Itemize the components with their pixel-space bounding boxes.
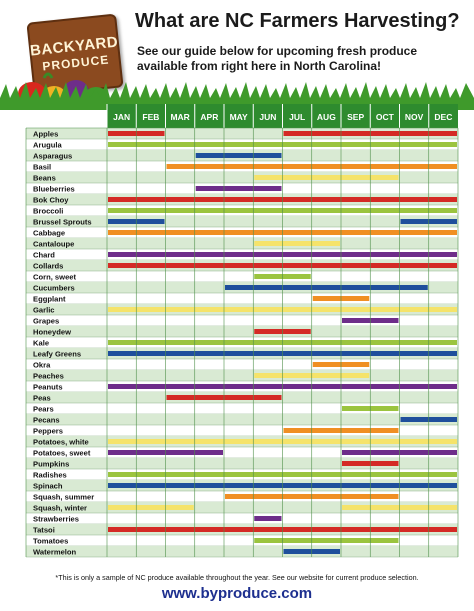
page-title: What are NC Farmers Harvesting? — [135, 10, 460, 32]
produce-label: Chard — [33, 251, 55, 260]
footnote: *This is only a sample of NC produce ava… — [55, 573, 419, 582]
produce-label: Potatoes, sweet — [33, 449, 91, 458]
produce-label: Beans — [33, 174, 56, 183]
harvest-bar — [254, 241, 340, 246]
produce-label: Collards — [33, 262, 63, 271]
produce-label: Leafy Greens — [33, 350, 81, 359]
produce-label: Peaches — [33, 372, 64, 381]
produce-label: Strawberries — [33, 515, 79, 524]
month-label-sep: SEP — [347, 112, 364, 122]
produce-label: Eggplant — [33, 295, 66, 304]
produce-label: Tatsoi — [33, 526, 55, 535]
month-label-nov: NOV — [405, 112, 424, 122]
website-link[interactable]: www.byproduce.com — [161, 585, 313, 602]
produce-label: Basil — [33, 163, 51, 172]
month-label-feb: FEB — [142, 112, 159, 122]
produce-label: Peas — [33, 394, 51, 403]
produce-label: Blueberries — [33, 185, 75, 194]
harvest-bar — [225, 285, 428, 290]
grass-decoration — [0, 82, 474, 110]
produce-label: Squash, winter — [33, 504, 87, 513]
produce-label: Okra — [33, 361, 51, 370]
produce-label: Apples — [33, 130, 58, 139]
produce-label: Peppers — [33, 427, 63, 436]
produce-label: Honeydew — [33, 328, 71, 337]
leaf-icon — [42, 72, 54, 79]
produce-label: Radishes — [33, 471, 67, 480]
produce-label: Pumpkins — [33, 460, 69, 469]
produce-label: Cantaloupe — [33, 240, 74, 249]
month-label-jul: JUL — [289, 112, 305, 122]
month-label-may: MAY — [230, 112, 248, 122]
produce-label: Corn, sweet — [33, 273, 77, 282]
harvest-bar — [254, 175, 399, 180]
harvest-bar — [195, 186, 282, 191]
produce-label: Watermelon — [33, 548, 77, 557]
harvest-bar — [108, 505, 194, 510]
month-label-jan: JAN — [113, 112, 130, 122]
row-stripe — [26, 414, 458, 425]
month-label-mar: MAR — [170, 112, 189, 122]
produce-label: Brussel Sprouts — [33, 218, 92, 227]
produce-label: Broccoli — [33, 207, 63, 216]
row-stripe — [26, 326, 458, 337]
row-stripe — [26, 128, 458, 139]
produce-label: Cabbage — [33, 229, 65, 238]
produce-label: Potatoes, white — [33, 438, 89, 447]
page-subtitle: See our guide below for upcoming fresh p… — [137, 44, 467, 74]
month-label-oct: OCT — [376, 112, 395, 122]
produce-label: Asparagus — [33, 152, 72, 161]
produce-label: Spinach — [33, 482, 63, 491]
row-stripe — [26, 238, 458, 249]
produce-label: Pecans — [33, 416, 60, 425]
produce-label: Peanuts — [33, 383, 63, 392]
produce-label: Garlic — [33, 306, 55, 315]
row-stripe — [26, 370, 458, 381]
subtitle-line-2: available from right here in North Carol… — [137, 59, 382, 73]
month-label-apr: APR — [200, 112, 218, 122]
harvest-bar — [195, 153, 282, 158]
row-stripe — [26, 458, 458, 469]
row-stripe — [26, 502, 458, 513]
produce-label: Grapes — [33, 317, 59, 326]
harvest-bar — [254, 516, 282, 521]
produce-label: Arugula — [33, 141, 62, 150]
produce-label: Squash, summer — [33, 493, 94, 502]
subtitle-line-1: See our guide below for upcoming fresh p… — [137, 44, 418, 58]
produce-label: Kale — [33, 339, 49, 348]
produce-label: Bok Choy — [33, 196, 69, 205]
row-stripe — [26, 172, 458, 183]
row-stripe — [26, 546, 458, 557]
produce-label: Tomatoes — [33, 537, 68, 546]
month-label-aug: AUG — [317, 112, 336, 122]
produce-label: Pears — [33, 405, 54, 414]
produce-label: Cucumbers — [33, 284, 75, 293]
month-label-dec: DEC — [434, 112, 452, 122]
month-label-jun: JUN — [259, 112, 276, 122]
harvest-bar — [254, 538, 399, 543]
row-stripe — [26, 216, 458, 227]
